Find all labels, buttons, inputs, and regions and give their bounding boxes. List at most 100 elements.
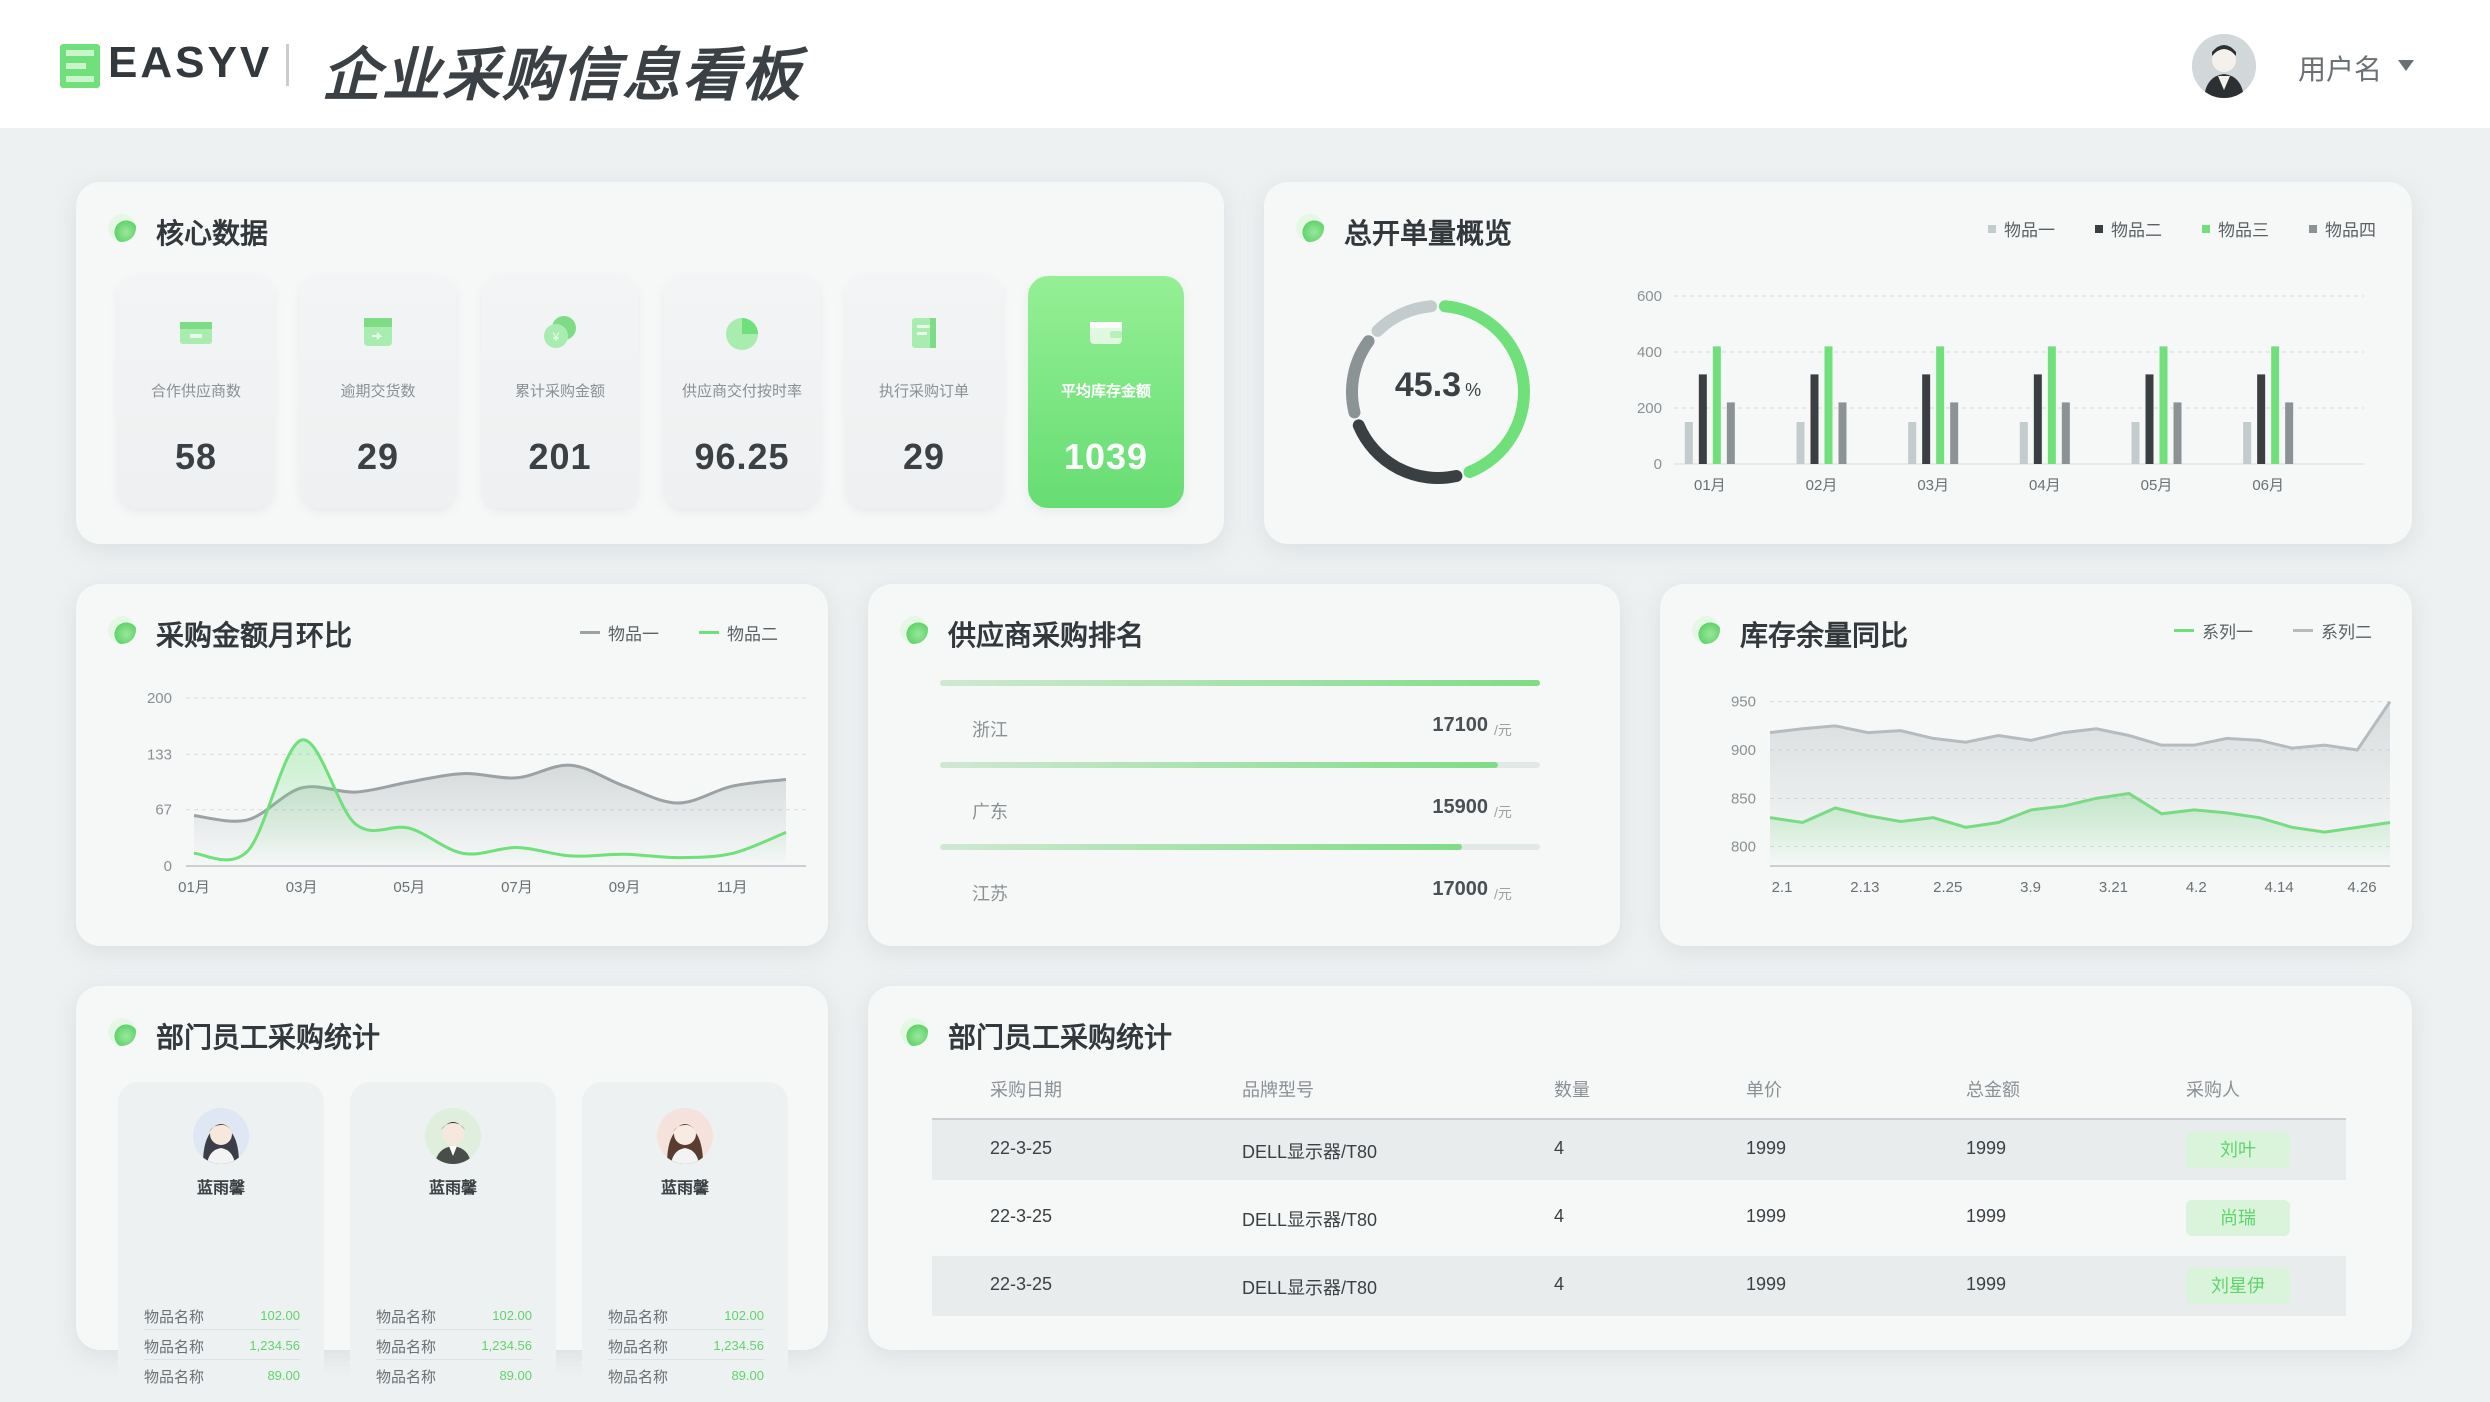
bar-4 bbox=[1726, 402, 1735, 464]
table-row[interactable]: 22-3-25 DELL显示器/T80 4 1999 1999 刘叶 bbox=[932, 1120, 2346, 1180]
user-avatar[interactable] bbox=[2192, 34, 2256, 98]
card-title: 核心数据 bbox=[156, 218, 269, 249]
staff-avatar bbox=[425, 1108, 481, 1164]
buyer-badge: 刘叶 bbox=[2186, 1132, 2290, 1168]
legend-item[interactable]: 物品一 bbox=[1988, 216, 2055, 241]
x-tick-label: 06月 bbox=[2252, 477, 2284, 494]
card-title: 部门员工采购统计 bbox=[156, 1022, 381, 1053]
x-tick-label: 2.25 bbox=[1933, 879, 1962, 896]
cell-model: DELL显示器/T80 bbox=[1242, 1142, 1378, 1162]
y-tick-label: 0 bbox=[1654, 456, 1662, 473]
legend-item[interactable]: 物品一 bbox=[580, 620, 659, 645]
logo-text: EASYV bbox=[108, 38, 273, 87]
table-header-total[interactable]: 总金额 bbox=[1966, 1080, 2020, 1100]
kpi-tile-active[interactable]: 平均库存金额 1039 bbox=[1028, 276, 1184, 508]
title-dot-icon bbox=[1692, 616, 1720, 644]
kpi-label: 逾期交货数 bbox=[340, 383, 416, 400]
legend-label: 系列二 bbox=[2321, 623, 2372, 642]
x-tick-label: 01月 bbox=[1694, 477, 1726, 494]
kpi-label: 合作供应商数 bbox=[150, 383, 241, 400]
x-tick-label: 09月 bbox=[609, 879, 641, 896]
chevron-down-icon[interactable] bbox=[2398, 60, 2414, 71]
cell-qty: 4 bbox=[1554, 1274, 1565, 1294]
bar-3 bbox=[1824, 346, 1833, 464]
y-tick-label: 950 bbox=[1731, 694, 1756, 711]
y-tick-label: 800 bbox=[1731, 839, 1756, 856]
kpi-tile[interactable]: 执行采购订单 29 bbox=[846, 276, 1002, 508]
item-value: 102.00 bbox=[724, 1308, 764, 1323]
ranking-bar-track bbox=[940, 844, 1540, 850]
ranking-value: 17000 bbox=[1432, 878, 1488, 900]
coin-icon: ¥ bbox=[544, 316, 576, 348]
staff-card[interactable]: 蓝雨馨 物品名称 102.00 物品名称 1,234.56 物品名称 89.00 bbox=[118, 1082, 324, 1402]
table-header-qty[interactable]: 数量 bbox=[1554, 1080, 1590, 1100]
pie-icon bbox=[726, 318, 758, 350]
legend-swatch bbox=[2309, 224, 2317, 233]
gauge-readout: 45.3% bbox=[1338, 366, 1538, 405]
bar-1 bbox=[1908, 422, 1917, 464]
legend-item[interactable]: 系列一 bbox=[2174, 618, 2253, 643]
staff-card[interactable]: 蓝雨馨 物品名称 102.00 物品名称 1,234.56 物品名称 89.00 bbox=[350, 1082, 556, 1402]
legend-swatch bbox=[1988, 224, 1996, 233]
bar-3 bbox=[1712, 346, 1721, 464]
title-dot-icon bbox=[900, 1018, 928, 1046]
legend-line bbox=[2174, 629, 2194, 632]
staff-item-row: 物品名称 1,234.56 bbox=[144, 1332, 300, 1360]
table-row[interactable]: 22-3-25 DELL显示器/T80 4 1999 1999 刘星伊 bbox=[932, 1256, 2346, 1316]
kpi-value: 1039 bbox=[1063, 436, 1149, 477]
bar-2 bbox=[2033, 374, 2042, 464]
table-header-date[interactable]: 采购日期 bbox=[990, 1080, 1062, 1100]
table-header-model[interactable]: 品牌型号 bbox=[1242, 1080, 1314, 1100]
purchase-table-card: 部门员工采购统计 采购日期 品牌型号 数量 单价 总金额 采购人 22-3-25… bbox=[868, 986, 2412, 1350]
legend-line bbox=[699, 631, 719, 634]
bar-1 bbox=[1796, 422, 1805, 464]
kpi-tile[interactable]: ¥ 累计采购金额 201 bbox=[482, 276, 638, 508]
legend-item[interactable]: 物品二 bbox=[699, 620, 778, 645]
gauge-arc-light bbox=[1371, 300, 1438, 337]
x-tick-label: 03月 bbox=[1917, 477, 1949, 494]
legend-line bbox=[580, 631, 600, 634]
legend-line bbox=[2293, 629, 2313, 632]
legend-label: 物品一 bbox=[608, 625, 659, 644]
x-tick-label: 02月 bbox=[1806, 477, 1838, 494]
gauge-unit: % bbox=[1465, 380, 1482, 400]
overdue-icon bbox=[364, 318, 392, 346]
staff-stats-card: 部门员工采购统计 蓝雨馨 物品名称 102.00 物品名称 1,234.56 物品名… bbox=[76, 986, 828, 1402]
ranking-bar-track bbox=[940, 680, 1540, 686]
bar-3 bbox=[2271, 346, 2280, 464]
table-header-buyer[interactable]: 采购人 bbox=[2186, 1080, 2240, 1100]
table-row[interactable]: 22-3-25 DELL显示器/T80 4 1999 1999 尚瑞 bbox=[932, 1188, 2346, 1248]
staff-item-row: 物品名称 102.00 bbox=[608, 1302, 764, 1330]
legend-item[interactable]: 物品二 bbox=[2095, 216, 2162, 241]
bar-4 bbox=[2061, 402, 2070, 464]
item-name: 物品名称 bbox=[376, 1369, 437, 1386]
ranking-bar-fill bbox=[940, 844, 1462, 850]
x-tick-label: 01月 bbox=[178, 879, 210, 896]
staff-avatar bbox=[657, 1108, 713, 1164]
kpi-tile[interactable]: 供应商交付按时率 96.25 bbox=[664, 276, 820, 508]
ranking-unit: /元 bbox=[1494, 886, 1512, 902]
y-tick-label: 400 bbox=[1637, 344, 1662, 361]
item-value: 102.00 bbox=[492, 1308, 532, 1323]
item-name: 物品名称 bbox=[376, 1309, 437, 1326]
y-tick-label: 600 bbox=[1637, 288, 1662, 305]
item-name: 物品名称 bbox=[608, 1309, 669, 1326]
orders-overview-card: 总开单量概览 物品一 物品二 物品三 物品四 45.3% 0 200 400 600 0… bbox=[1264, 182, 2412, 544]
ranking-bar-fill bbox=[940, 680, 1540, 686]
cell-total: 1999 bbox=[1966, 1138, 2007, 1158]
table-header-price[interactable]: 单价 bbox=[1746, 1080, 1782, 1100]
y-tick-label: 133 bbox=[147, 746, 172, 763]
item-value: 1,234.56 bbox=[481, 1338, 532, 1353]
staff-avatar bbox=[193, 1108, 249, 1164]
core-data-card: 核心数据 合作供应商数 58 逾期交货数 29 ¥ 累计采购金额 201 供应商… bbox=[76, 182, 1224, 544]
kpi-tile[interactable]: 逾期交货数 29 bbox=[300, 276, 456, 508]
legend-item[interactable]: 系列二 bbox=[2293, 618, 2372, 643]
legend-item[interactable]: 物品四 bbox=[2309, 216, 2376, 241]
user-name[interactable]: 用户名 bbox=[2298, 54, 2383, 85]
gauge-arc-green bbox=[1438, 300, 1530, 479]
card-title: 供应商采购排名 bbox=[948, 620, 1145, 651]
staff-card[interactable]: 蓝雨馨 物品名称 102.00 物品名称 1,234.56 物品名称 89.00 bbox=[582, 1082, 788, 1402]
cell-qty: 4 bbox=[1554, 1206, 1565, 1226]
legend-item[interactable]: 物品三 bbox=[2202, 216, 2269, 241]
kpi-tile[interactable]: 合作供应商数 58 bbox=[118, 276, 274, 508]
